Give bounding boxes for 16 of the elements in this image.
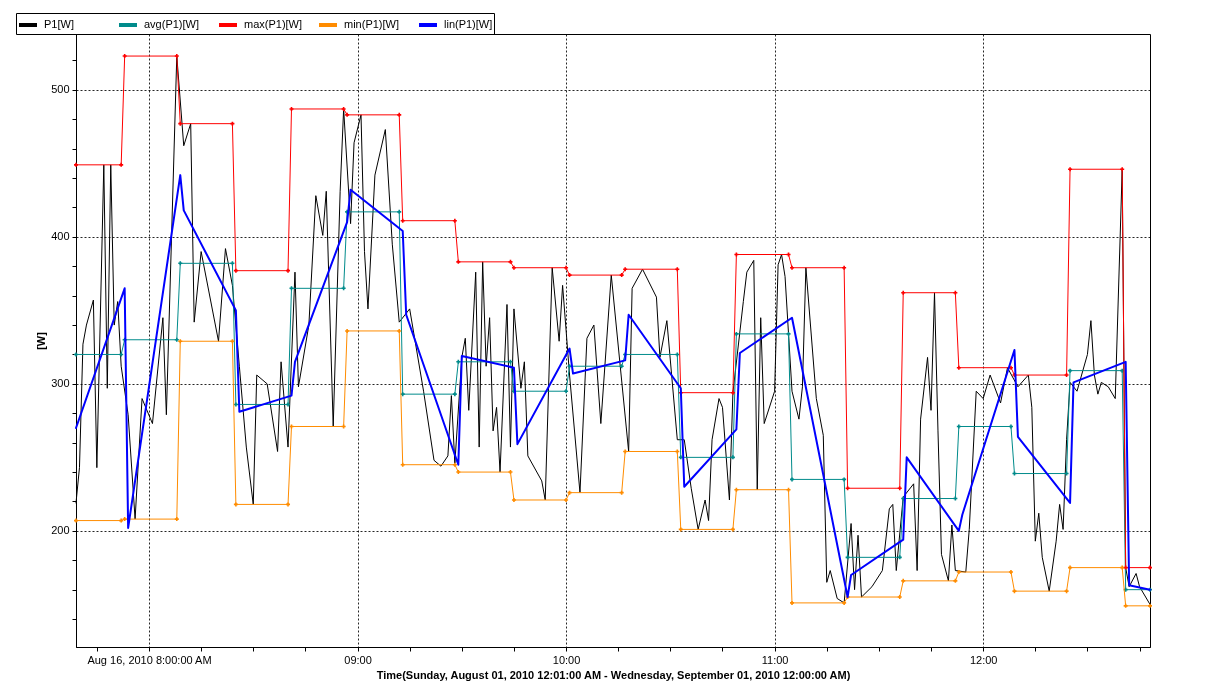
x-tick-label: 12:00 (969, 653, 998, 666)
legend-label: avg(P1)[W] (144, 18, 200, 30)
legend-label: lin(P1)[W] (444, 18, 493, 30)
y-tick-label: 500 (51, 83, 70, 96)
legend-label: P1[W] (44, 18, 74, 30)
y-tick-label: 300 (51, 377, 70, 390)
y-axis-title: [W] (35, 331, 48, 350)
legend-label: min(P1)[W] (344, 18, 399, 30)
legend-label: max(P1)[W] (244, 18, 303, 30)
x-tick-label: Aug 16, 2010 8:00:00 AM (87, 653, 212, 666)
x-tick-label: 10:00 (552, 653, 581, 666)
y-tick-label: 200 (51, 524, 70, 537)
y-tick-label: 400 (51, 230, 70, 243)
x-tick-label: 11:00 (761, 653, 789, 666)
x-tick-label: 09:00 (344, 653, 372, 666)
x-axis-title: Time(Sunday, August 01, 2010 12:01:00 AM - Wednesday, September 01, 2010 12:00:00 AM) (376, 668, 851, 681)
